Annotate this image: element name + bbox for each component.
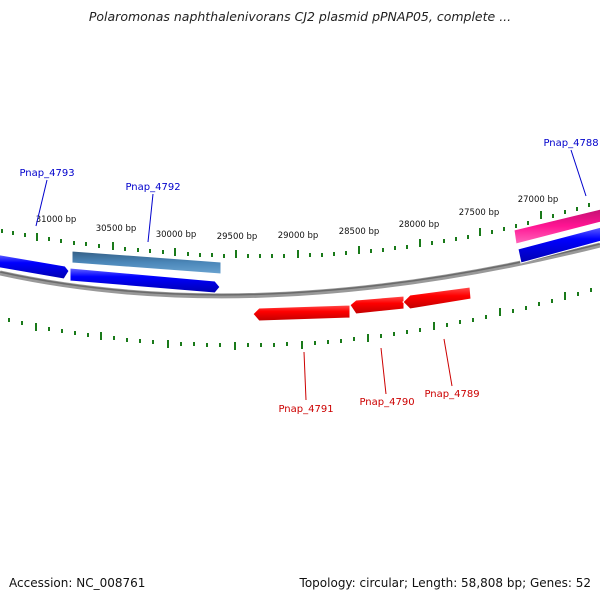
summary-text: Topology: circular; Length: 58,808 bp; G… — [299, 576, 591, 590]
connector-line — [380, 347, 387, 395]
gene-arrow-pnap-4791 — [252, 304, 351, 322]
gene-arrow-unnamed-blue — [69, 267, 221, 294]
inner-tick-ring — [8, 288, 592, 350]
gene-arrow-pnap-4792 — [71, 250, 222, 275]
gene-label-pnap-4790: Pnap_4790 — [359, 397, 414, 408]
gene-arrow-pnap-4789 — [402, 286, 472, 310]
scale-label: 28500 bp — [339, 227, 380, 237]
connector-line — [443, 338, 453, 387]
gene-arrow-pnap-4793 — [0, 254, 70, 280]
connector-line — [147, 193, 154, 243]
gene-label-pnap-4793: Pnap_4793 — [19, 168, 74, 179]
gene-label-pnap-4788: Pnap_4788 — [543, 138, 598, 149]
gene-label-pnap-4791: Pnap_4791 — [278, 404, 333, 415]
gene-arrow-pnap-4790 — [349, 295, 405, 315]
gene-label-pnap-4789: Pnap_4789 — [424, 389, 479, 400]
connector-line — [35, 179, 48, 227]
scale-label: 31000 bp — [36, 215, 77, 225]
scale-label: 30000 bp — [156, 230, 197, 240]
scale-label: 27500 bp — [459, 208, 500, 218]
backbone-arc — [0, 242, 600, 299]
scale-label: 27000 bp — [518, 195, 559, 205]
scale-label: 29500 bp — [217, 232, 258, 242]
connector-line — [303, 351, 307, 401]
gene-arrow-pnap-4788 — [513, 208, 600, 245]
outer-tick-ring — [1, 203, 590, 258]
accession-text: Accession: NC_008761 — [9, 576, 146, 590]
map-title: Polaromonas naphthalenivorans CJ2 plasmi… — [88, 9, 512, 24]
gene-arrow-right-blue — [517, 226, 600, 264]
scale-label: 30500 bp — [96, 224, 137, 234]
scale-label: 28000 bp — [399, 220, 440, 230]
connector-line — [570, 149, 587, 197]
gene-label-pnap-4792: Pnap_4792 — [125, 182, 180, 193]
scale-label: 29000 bp — [278, 231, 319, 241]
